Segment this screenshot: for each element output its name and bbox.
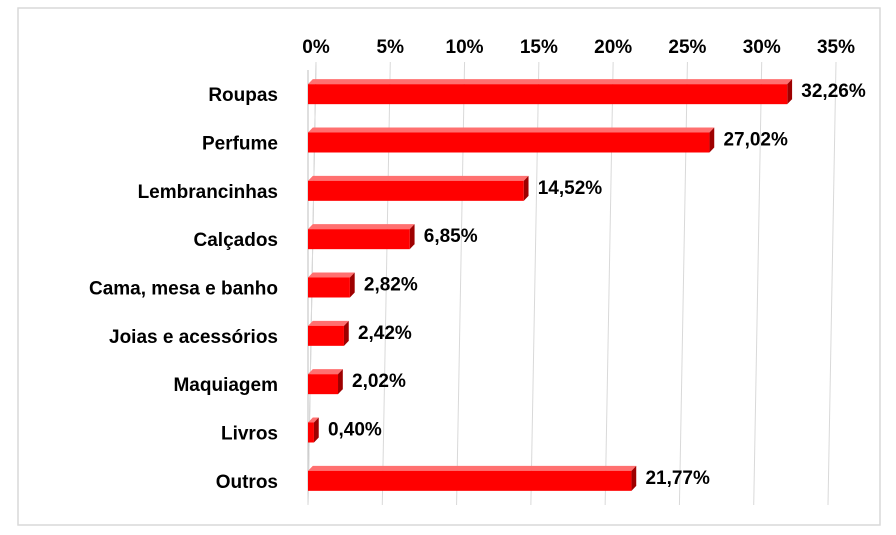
data-label: 2,82% [364,275,418,296]
bar-side [787,79,793,105]
y-tick-label: Lembrancinhas [138,182,278,203]
x-tick-label: 20% [594,37,632,58]
bar-side [338,369,343,395]
data-label: 32,26% [801,81,866,102]
x-tick-label: 10% [446,37,484,58]
x-tick-label: 25% [668,37,706,58]
bar [308,84,788,105]
y-tick-label: Perfume [202,134,278,155]
data-label: 2,42% [358,323,412,344]
bar-top [308,417,319,423]
bar [308,470,632,491]
bar-top [308,369,343,375]
bar-top [308,272,355,278]
x-tick-label: 30% [743,37,781,58]
bar [308,132,710,153]
bar-top [308,320,349,326]
bar-side [343,320,349,346]
bar-side [349,272,355,298]
data-label: 27,02% [723,130,788,151]
y-tick-label: Livros [221,424,278,445]
data-label: 6,85% [424,226,478,247]
y-tick-label: Cama, mesa e banho [89,279,278,300]
bar [308,374,339,395]
bar [308,180,524,201]
bar-top [308,465,637,471]
bar-top [308,175,529,181]
bar-top [308,224,415,230]
bar [308,229,410,250]
bar-top [308,79,793,85]
y-tick-label: Maquiagem [173,375,278,396]
y-tick-label: Outros [216,472,278,493]
data-label: 21,77% [645,468,710,489]
y-tick-label: Calçados [194,230,278,251]
x-tick-label: 5% [377,37,405,58]
bar [308,325,344,346]
bar-side [409,224,415,250]
bar [308,277,350,298]
bar-side [631,465,637,491]
bar [308,422,314,443]
data-label: 2,02% [352,371,406,392]
data-label: 14,52% [538,178,603,199]
y-tick-label: Roupas [208,85,278,106]
bar-top [308,127,715,133]
bar-side [313,417,319,443]
y-tick-label: Joias e acessórios [109,327,278,348]
x-tick-label: 15% [520,37,558,58]
bar-side [523,175,529,201]
x-tick-label: 35% [817,37,855,58]
grid-line [753,61,763,506]
x-tick-label: 0% [302,37,330,58]
grid-line [827,61,837,506]
bar-side [709,127,715,153]
data-label: 0,40% [328,420,382,441]
